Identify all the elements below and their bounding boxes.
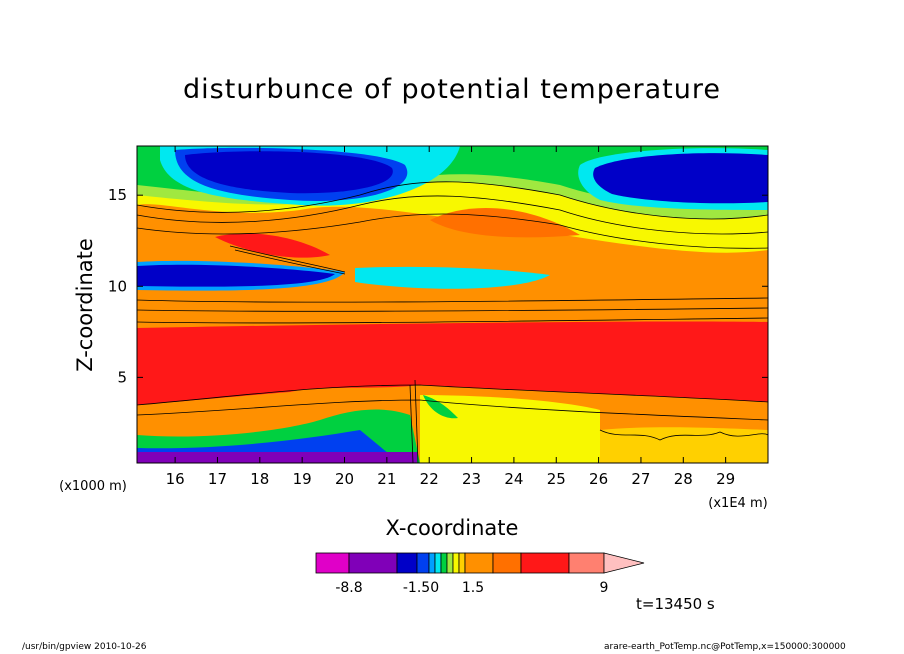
y-axis-ticks: 5 10 15 [108,186,768,386]
colorbar-label: 9 [600,580,609,596]
colorbar-label: 1.5 [462,580,484,596]
colorbar-segment [416,552,430,574]
time-label: t=13450 s [636,595,715,613]
colorbar-segment [396,552,418,574]
y-tick-label: 15 [108,186,127,204]
y-tick-label: 5 [117,368,127,386]
x-tick-label: 20 [335,470,354,488]
chart-title: disturbunce of potential temperature [183,74,721,105]
field-orange-high [430,208,580,238]
footer-left: /usr/bin/gpview 2010-10-26 [22,642,147,652]
colorbar-segment [452,552,460,574]
x-tick-label: 25 [547,470,566,488]
colorbar-segment [348,552,398,574]
colorbar [315,552,645,574]
colorbar-segment [446,552,454,574]
field-gold-low [600,427,768,463]
colorbar-segment [434,552,442,574]
plot-frame [136,145,769,464]
field-cyan-tongue [355,266,550,289]
colorbar-segment [464,552,494,574]
x-tick-label: 27 [631,470,650,488]
colorbar-labels: -8.8 -1.50 1.5 9 [335,580,608,596]
field-red-lobe [215,233,330,258]
x-tick-label: 28 [674,470,693,488]
colorbar-segment [440,552,448,574]
colorbar-label: -8.8 [335,580,362,596]
x-unit-left: (x1000 m) [59,479,127,494]
x-tick-label: 26 [589,470,608,488]
colorbar-overflow-triangle [603,552,645,574]
x-axis-title: X-coordinate [386,516,519,540]
colorbar-segment [568,552,605,574]
y-axis-title: Z-coordinate [73,238,97,372]
x-tick-label: 19 [293,470,312,488]
field-red-layer [137,321,768,405]
x-tick-label: 18 [250,470,269,488]
x-unit-right: (x1E4 m) [708,496,767,511]
x-tick-label: 21 [377,470,396,488]
x-tick-label: 17 [208,470,227,488]
x-tick-label: 24 [504,470,523,488]
colorbar-segment [520,552,570,574]
x-tick-label: 23 [462,470,481,488]
y-tick-label: 10 [108,277,127,295]
field-yellow-low [420,395,600,463]
field-purple-base [137,452,417,463]
colorbar-segment [492,552,522,574]
x-axis-ticks: 16 17 18 19 20 21 22 23 24 25 26 27 28 29 [166,146,735,488]
x-tick-label: 16 [166,470,185,488]
contour-field [137,146,768,463]
colorbar-segment [428,552,436,574]
field-darkblue-right [593,153,768,204]
field-darkblue-left [185,151,393,194]
x-tick-label: 22 [420,470,439,488]
colorbar-segment [315,552,350,574]
footer-right: arare-earth_PotTemp.nc@PotTemp,x=150000:… [604,642,846,652]
x-tick-label: 29 [716,470,735,488]
colorbar-segment [458,552,466,574]
field-blue-tongue [137,264,335,287]
colorbar-label: -1.50 [403,580,439,596]
